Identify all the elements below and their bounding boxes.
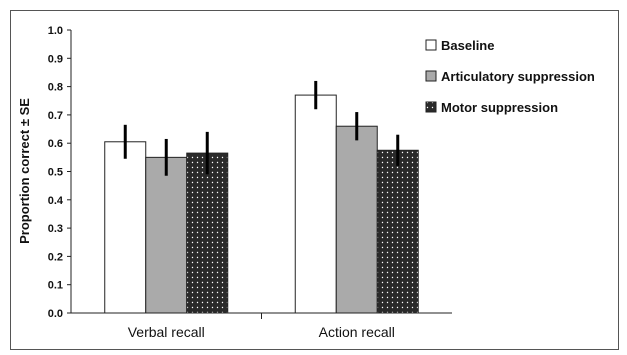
y-tick-label: 0.0: [48, 308, 63, 320]
legend-label: Baseline: [441, 38, 494, 53]
legend-swatch: [425, 39, 437, 51]
bars: [104, 94, 419, 314]
y-tick-label: 0.9: [48, 53, 63, 65]
y-tick-label: 0.4: [48, 195, 64, 207]
y-axis-title: Proportion correct ± SE: [17, 98, 32, 244]
y-tick-label: 0.3: [48, 223, 63, 235]
legend-swatch: [425, 70, 437, 82]
category-label: Verbal recall: [128, 324, 205, 340]
bar: [335, 125, 378, 314]
legend-label: Motor suppression: [441, 100, 558, 115]
category-label: Action recall: [319, 324, 395, 340]
y-tick-label: 0.2: [48, 251, 63, 263]
y-tick-label: 0.8: [48, 82, 63, 94]
legend-label: Articulatory suppression: [441, 69, 595, 84]
y-tick-label: 0.6: [48, 138, 63, 150]
y-tick-label: 0.7: [48, 110, 63, 122]
legend-swatch: [425, 101, 437, 113]
bar: [186, 152, 229, 314]
bar: [376, 149, 419, 314]
bar: [104, 141, 147, 314]
y-ticks: 0.0 0.1 0.2 0.3 0.4 0.5 0.6 0.7 0.8 0.9 1.0: [48, 25, 71, 320]
bar: [145, 156, 188, 314]
error-bars: [123, 80, 400, 176]
y-tick-label: 1.0: [48, 25, 63, 37]
y-tick-label: 0.1: [48, 280, 63, 292]
y-tick-label: 0.5: [48, 167, 63, 179]
x-categories: Verbal recall Action recall: [128, 324, 395, 340]
bar: [294, 94, 337, 314]
legend: Baseline Articulatory suppression Motor su…: [425, 38, 595, 115]
